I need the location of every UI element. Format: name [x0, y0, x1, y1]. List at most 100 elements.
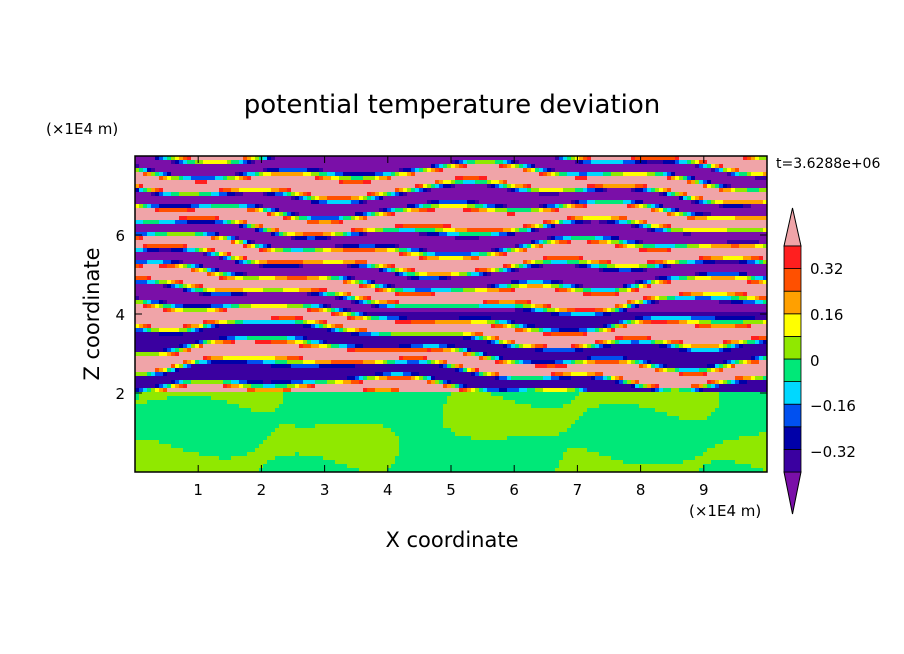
contour-cell — [463, 164, 468, 169]
contour-cell — [671, 276, 680, 281]
contour-cell — [415, 288, 432, 293]
contour-cell — [535, 304, 544, 309]
y-axis-label: Z coordinate — [80, 247, 104, 380]
contour-cell — [231, 384, 240, 389]
contour-cell — [755, 376, 764, 381]
contour-cell — [187, 156, 192, 161]
contour-cell — [351, 292, 396, 297]
contour-cell — [151, 168, 156, 173]
contour-cell — [143, 244, 148, 249]
contour-cell — [591, 264, 600, 269]
contour-cell — [703, 256, 712, 261]
contour-cell — [719, 168, 724, 173]
contour-cell — [739, 260, 748, 265]
contour-cell — [727, 168, 732, 173]
contour-cell — [363, 344, 400, 349]
contour-cell — [299, 196, 304, 201]
contour-cell — [639, 300, 644, 305]
contour-cell — [147, 388, 152, 393]
contour-cell — [315, 424, 384, 429]
contour-cell — [375, 244, 396, 249]
contour-cell — [311, 344, 320, 349]
contour-cell — [643, 184, 648, 189]
contour-cell — [507, 320, 512, 325]
contour-cell — [619, 244, 624, 249]
contour-cell — [467, 272, 472, 277]
contour-cell — [359, 328, 368, 333]
contour-cell — [447, 276, 452, 281]
contour-cell — [711, 244, 732, 249]
contour-cell — [631, 284, 636, 289]
contour-cell — [535, 344, 544, 349]
contour-cell — [703, 388, 767, 393]
contour-cell — [667, 208, 672, 213]
contour-cell — [295, 340, 304, 345]
contour-cell — [647, 248, 668, 253]
contour-cell — [579, 328, 588, 333]
contour-cell — [363, 380, 428, 385]
contour-cell — [239, 404, 280, 409]
contour-cell — [215, 268, 220, 273]
contour-cell — [179, 380, 184, 385]
contour-cell — [439, 380, 444, 385]
contour-cell — [271, 228, 276, 233]
contour-cell — [543, 260, 552, 265]
contour-cell — [379, 212, 384, 217]
contour-cell — [427, 232, 440, 237]
contour-cell — [203, 252, 208, 257]
contour-cell — [543, 344, 548, 349]
contour-cell — [187, 360, 192, 365]
contour-cell — [739, 340, 744, 345]
contour-cell — [675, 244, 688, 249]
contour-cell — [359, 332, 372, 337]
contour-cell — [191, 268, 196, 273]
contour-cell — [763, 280, 767, 285]
contour-cell — [491, 248, 496, 253]
contour-cell — [639, 380, 708, 385]
contour-cell — [503, 396, 576, 401]
contour-cell — [623, 336, 648, 341]
contour-cell — [587, 264, 592, 269]
contour-cell — [207, 272, 212, 277]
contour-cell — [635, 200, 644, 205]
contour-cell — [143, 188, 148, 193]
contour-cell — [671, 192, 676, 197]
contour-cell — [263, 264, 300, 269]
contour-cell — [387, 468, 556, 472]
contour-cell — [599, 404, 640, 409]
contour-cell — [139, 164, 432, 169]
contour-cell — [163, 304, 172, 309]
contour-cell — [747, 360, 752, 365]
contour-cell — [403, 208, 408, 213]
contour-cell — [275, 212, 280, 217]
contour-cell — [619, 320, 624, 325]
contour-cell — [527, 388, 536, 393]
contour-cell — [503, 228, 512, 233]
contour-cell — [511, 360, 516, 365]
contour-cell — [583, 332, 588, 337]
contour-cell — [647, 220, 767, 225]
contour-cell — [475, 180, 488, 185]
contour-cell — [723, 440, 767, 445]
colorbar-arrow-bottom — [783, 471, 802, 515]
contour-cell — [395, 360, 408, 365]
contour-cell — [195, 160, 204, 165]
contour-cell — [227, 220, 232, 225]
contour-cell — [199, 248, 204, 253]
contour-cell — [691, 292, 704, 297]
contour-cell — [635, 280, 640, 285]
contour-cell — [423, 248, 428, 253]
contour-cell — [423, 204, 432, 209]
contour-cell — [183, 324, 188, 329]
contour-cell — [387, 176, 392, 181]
contour-cell — [543, 168, 548, 173]
contour-cell — [671, 228, 684, 233]
contour-cell — [651, 296, 656, 301]
contour-cell — [495, 160, 504, 165]
contour-cell — [155, 208, 160, 213]
contour-cell — [539, 244, 544, 249]
contour-cell — [403, 168, 412, 173]
contour-cell — [607, 188, 632, 193]
contour-cell — [519, 344, 524, 349]
contour-cell — [227, 276, 236, 281]
